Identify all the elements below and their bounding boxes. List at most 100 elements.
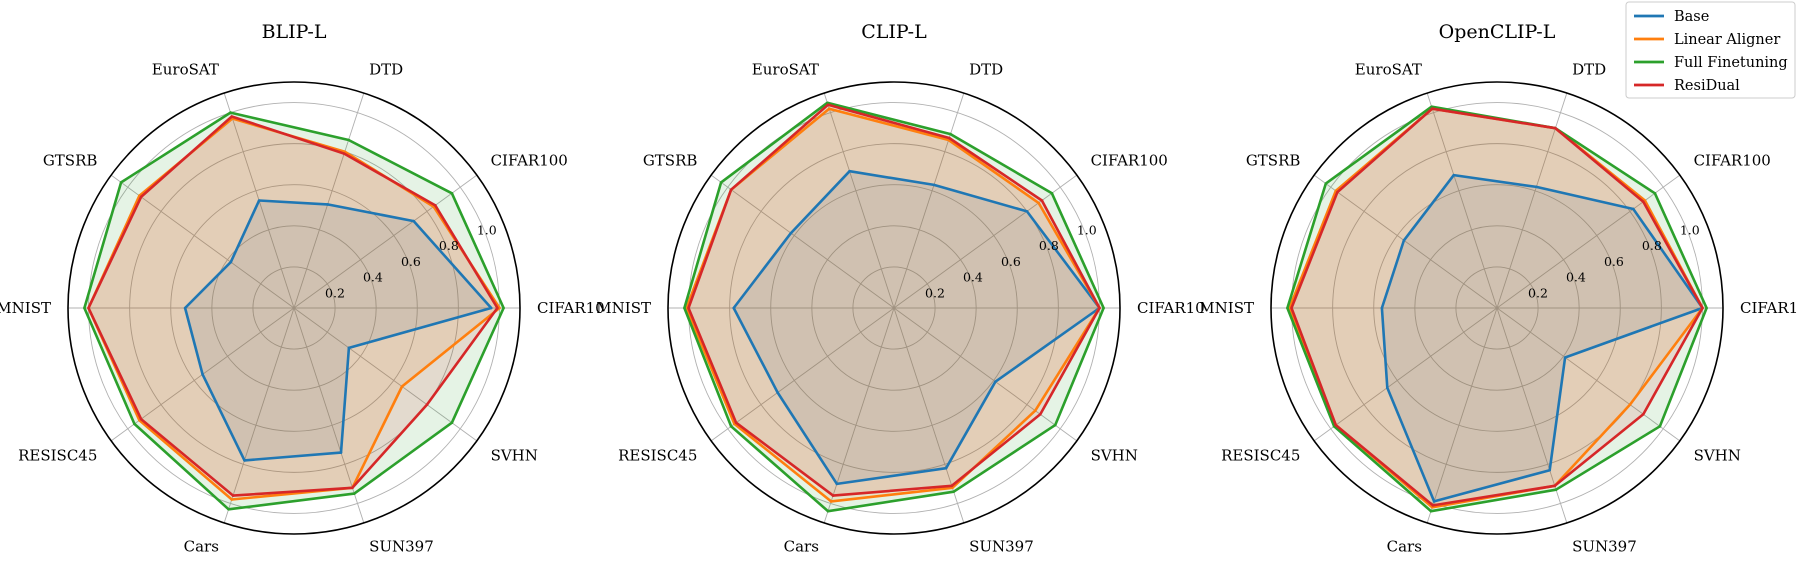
- category-label: MNIST: [1199, 299, 1254, 317]
- category-label: RESISC45: [618, 447, 697, 465]
- series-point: [133, 422, 136, 426]
- category-label: CIFAR10: [1740, 299, 1799, 317]
- series-point: [1430, 107, 1434, 110]
- series-point: [1452, 173, 1456, 177]
- outer-ring: [67, 81, 521, 535]
- series-point: [1701, 306, 1704, 310]
- grid-spoke: [223, 307, 295, 524]
- grid-spoke: [1426, 307, 1498, 524]
- category-label: SUN397: [969, 538, 1034, 556]
- grid-spoke: [710, 174, 895, 309]
- series-point: [1431, 504, 1435, 507]
- series-point: [326, 203, 329, 206]
- category-label: SUN397: [1572, 538, 1637, 556]
- category-label: CIFAR10: [537, 299, 605, 317]
- series-point: [826, 103, 830, 107]
- r-tick-label: 0.2: [325, 285, 345, 300]
- series-point: [1563, 356, 1567, 359]
- category-label: CIFAR100: [491, 151, 568, 169]
- r-tick-label: 0.6: [1001, 254, 1021, 269]
- outer-ring: [667, 81, 1121, 535]
- category-label: RESISC45: [18, 447, 97, 465]
- series-point: [776, 391, 779, 394]
- series-point: [947, 136, 951, 140]
- r-tick-label: 0.8: [1642, 238, 1662, 253]
- category-label: CIFAR100: [1694, 151, 1771, 169]
- series-point: [1402, 239, 1406, 242]
- series-fill-1: [686, 108, 1100, 502]
- series-point: [243, 459, 246, 462]
- r-tick-label: 1.0: [1077, 222, 1097, 237]
- series-point: [729, 425, 733, 428]
- legend: Base Linear Aligner Full Finetuning ResiDua…: [1625, 1, 1796, 99]
- r-tick-label: 0.2: [925, 285, 945, 300]
- grid-spoke: [293, 307, 478, 442]
- series-point: [1290, 306, 1293, 310]
- series-point: [498, 306, 501, 310]
- series-fill-1: [1289, 108, 1703, 508]
- r-tick-label: 0.8: [1039, 238, 1059, 253]
- series-point: [227, 507, 230, 511]
- category-label: DTD: [1572, 60, 1606, 78]
- grid-spoke: [823, 307, 895, 524]
- legend-box: [1625, 1, 1796, 99]
- series-point: [1324, 182, 1328, 185]
- series-point: [339, 451, 343, 454]
- series-point: [1432, 500, 1436, 503]
- series-point: [944, 466, 948, 470]
- series-point: [230, 498, 234, 501]
- series-fill-0: [1381, 175, 1703, 502]
- grid-spoke: [893, 92, 965, 309]
- grid-spoke: [823, 92, 895, 309]
- series-point: [231, 494, 235, 497]
- series-point: [412, 219, 415, 223]
- category-label: SVHN: [1091, 447, 1138, 465]
- series-point: [1535, 185, 1538, 189]
- series-point: [994, 380, 997, 383]
- series-point: [1641, 200, 1645, 204]
- series-point: [1548, 468, 1551, 472]
- series-point: [1554, 488, 1558, 492]
- series-point: [719, 181, 723, 184]
- series-point: [400, 385, 404, 388]
- category-label: SVHN: [491, 447, 538, 465]
- r-tick-label: 0.6: [401, 254, 421, 269]
- series-point: [229, 111, 232, 114]
- r-tick-label: 0.4: [963, 270, 983, 285]
- series-fill-1: [88, 118, 500, 500]
- series-point: [1037, 201, 1040, 205]
- series-point: [950, 484, 954, 488]
- category-label: CIFAR100: [1091, 151, 1168, 169]
- grid-spoke: [293, 92, 365, 309]
- series-point: [732, 306, 736, 310]
- series-point: [201, 373, 204, 376]
- series-point: [257, 199, 261, 202]
- category-label: Cars: [1387, 538, 1422, 556]
- series-point: [342, 152, 346, 155]
- series-point: [433, 204, 437, 207]
- category-label: SUN397: [369, 538, 434, 556]
- series-point: [139, 195, 143, 199]
- category-label: SVHN: [1694, 447, 1741, 465]
- category-label: GTSRB: [643, 151, 698, 169]
- series-point: [1038, 412, 1042, 416]
- r-tick-label: 1.0: [477, 222, 497, 237]
- grid-spoke: [1426, 92, 1498, 309]
- series-point: [83, 306, 86, 310]
- radar-charts: 0.2 0.4 0.6 0.8 1.0 CIFAR10 CIFAR100 DTD EuroSAT…: [0, 21, 1799, 556]
- series-point: [1102, 306, 1105, 310]
- series-point: [496, 306, 499, 310]
- category-label: DTD: [369, 60, 403, 78]
- legend-label: Linear Aligner: [1674, 32, 1780, 48]
- series-fill-2: [1287, 106, 1707, 512]
- series-point: [1040, 199, 1044, 202]
- category-label: MNIST: [0, 299, 51, 317]
- series-point: [729, 188, 733, 191]
- series-point: [139, 417, 143, 421]
- category-label: DTD: [969, 60, 1003, 78]
- category-label: Cars: [784, 538, 819, 556]
- radar-chart-0: 0.2 0.4 0.6 0.8 1.0 CIFAR10 CIFAR100 DTD EuroSAT…: [0, 21, 605, 556]
- series-point: [1050, 191, 1054, 195]
- series-point: [829, 500, 833, 503]
